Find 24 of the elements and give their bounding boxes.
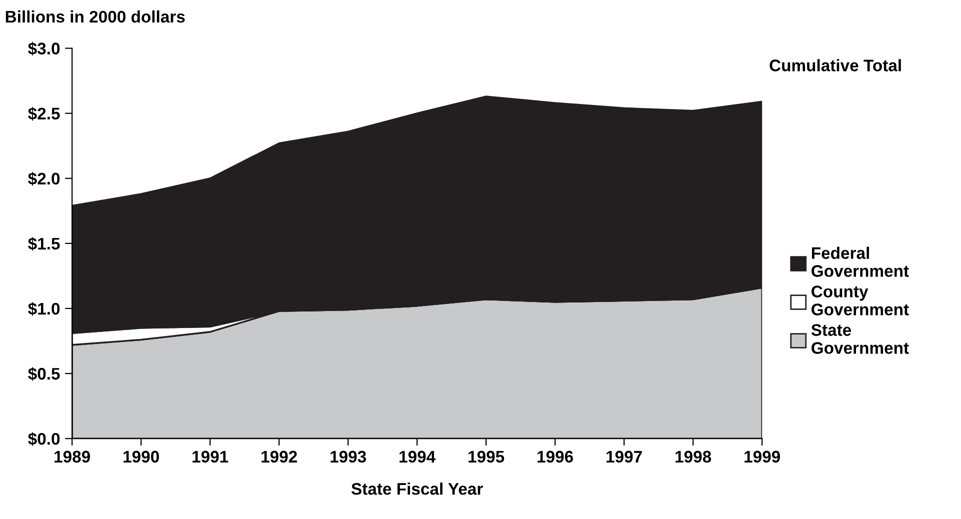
y-tick-label: $1.5 <box>28 237 60 251</box>
x-axis-title: State Fiscal Year <box>351 482 483 495</box>
y-axis-title: Billions in 2000 dollars <box>6 10 185 23</box>
x-tick-label: 1998 <box>676 450 712 463</box>
x-tick-label: 1995 <box>468 450 504 463</box>
x-tick-label: 1991 <box>192 450 228 463</box>
legend-label: County Government <box>812 286 909 316</box>
x-tick-label: 1997 <box>606 450 642 463</box>
legend-label: Federal Government <box>812 246 909 277</box>
y-tick-label: $3.0 <box>28 42 60 56</box>
x-tick-label: 1990 <box>124 450 159 463</box>
x-tick-label: 1994 <box>400 450 436 463</box>
x-tick-label: 1992 <box>262 450 297 463</box>
x-tick-label: 1996 <box>538 450 574 463</box>
y-tick-label: $1.0 <box>28 302 60 316</box>
legend-label: State Government <box>811 324 909 354</box>
x-tick-label: 1999 <box>744 450 780 463</box>
x-tick-label: 1993 <box>330 450 366 463</box>
y-tick-label: $0.0 <box>28 432 60 446</box>
annotation: Cumulative Total <box>770 59 901 72</box>
x-tick-label: 1989 <box>54 450 90 463</box>
y-tick-label: $0.5 <box>28 367 60 381</box>
y-tick-label: $2.5 <box>28 106 60 121</box>
y-tick-label: $2.0 <box>28 172 60 186</box>
